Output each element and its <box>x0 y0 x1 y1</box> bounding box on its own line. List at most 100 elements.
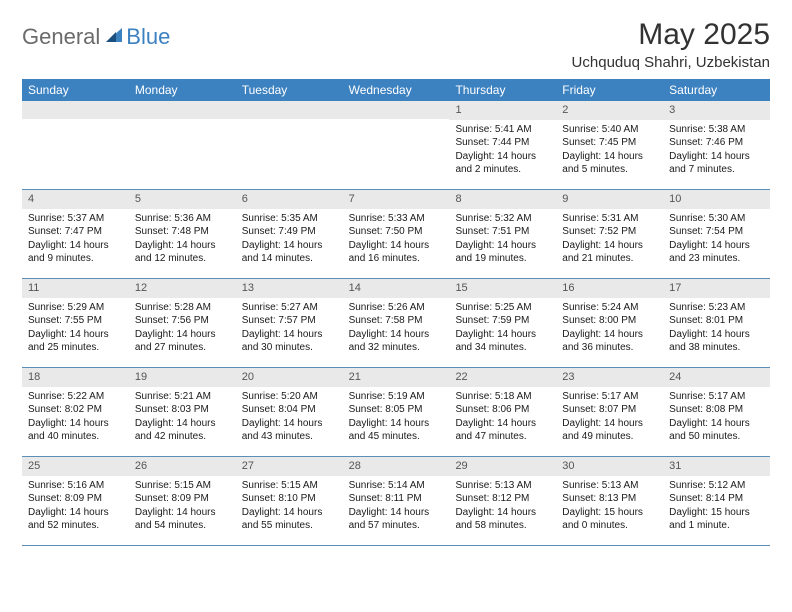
sunrise-text: Sunrise: 5:26 AM <box>349 301 444 315</box>
header: General Blue May 2025 Uchquduq Shahri, U… <box>22 18 770 71</box>
sunset-text: Sunset: 7:44 PM <box>455 136 550 150</box>
day-number: 17 <box>663 279 770 298</box>
weeks-container: 1Sunrise: 5:41 AMSunset: 7:44 PMDaylight… <box>22 101 770 546</box>
day-cell: 31Sunrise: 5:12 AMSunset: 8:14 PMDayligh… <box>663 457 770 545</box>
logo-sail-icon <box>104 26 124 49</box>
sunset-text: Sunset: 7:52 PM <box>562 225 657 239</box>
daylight-text: Daylight: 14 hours and 47 minutes. <box>455 417 550 444</box>
day-number: 15 <box>449 279 556 298</box>
day-details: Sunrise: 5:37 AMSunset: 7:47 PMDaylight:… <box>22 209 129 272</box>
logo: General Blue <box>22 18 170 50</box>
logo-text-blue: Blue <box>126 24 170 50</box>
daylight-text: Daylight: 14 hours and 43 minutes. <box>242 417 337 444</box>
day-cell: 28Sunrise: 5:14 AMSunset: 8:11 PMDayligh… <box>343 457 450 545</box>
sunset-text: Sunset: 8:00 PM <box>562 314 657 328</box>
sunset-text: Sunset: 8:02 PM <box>28 403 123 417</box>
daylight-text: Daylight: 14 hours and 12 minutes. <box>135 239 230 266</box>
day-cell: 30Sunrise: 5:13 AMSunset: 8:13 PMDayligh… <box>556 457 663 545</box>
day-details: Sunrise: 5:22 AMSunset: 8:02 PMDaylight:… <box>22 387 129 450</box>
sunrise-text: Sunrise: 5:15 AM <box>242 479 337 493</box>
sunrise-text: Sunrise: 5:18 AM <box>455 390 550 404</box>
daylight-text: Daylight: 14 hours and 50 minutes. <box>669 417 764 444</box>
sunrise-text: Sunrise: 5:16 AM <box>28 479 123 493</box>
day-details: Sunrise: 5:26 AMSunset: 7:58 PMDaylight:… <box>343 298 450 361</box>
sunset-text: Sunset: 7:51 PM <box>455 225 550 239</box>
day-number: 12 <box>129 279 236 298</box>
sunset-text: Sunset: 7:48 PM <box>135 225 230 239</box>
sunrise-text: Sunrise: 5:30 AM <box>669 212 764 226</box>
sunset-text: Sunset: 8:09 PM <box>135 492 230 506</box>
daylight-text: Daylight: 14 hours and 52 minutes. <box>28 506 123 533</box>
day-number: 4 <box>22 190 129 209</box>
sunrise-text: Sunrise: 5:31 AM <box>562 212 657 226</box>
day-cell <box>343 101 450 189</box>
day-details: Sunrise: 5:12 AMSunset: 8:14 PMDaylight:… <box>663 476 770 539</box>
sunrise-text: Sunrise: 5:13 AM <box>455 479 550 493</box>
sunset-text: Sunset: 7:50 PM <box>349 225 444 239</box>
day-number: 20 <box>236 368 343 387</box>
sunrise-text: Sunrise: 5:23 AM <box>669 301 764 315</box>
day-cell: 3Sunrise: 5:38 AMSunset: 7:46 PMDaylight… <box>663 101 770 189</box>
day-number: 22 <box>449 368 556 387</box>
sunrise-text: Sunrise: 5:33 AM <box>349 212 444 226</box>
day-cell: 16Sunrise: 5:24 AMSunset: 8:00 PMDayligh… <box>556 279 663 367</box>
daylight-text: Daylight: 14 hours and 2 minutes. <box>455 150 550 177</box>
sunset-text: Sunset: 8:05 PM <box>349 403 444 417</box>
daylight-text: Daylight: 14 hours and 58 minutes. <box>455 506 550 533</box>
day-number: 23 <box>556 368 663 387</box>
daylight-text: Daylight: 14 hours and 30 minutes. <box>242 328 337 355</box>
sunrise-text: Sunrise: 5:21 AM <box>135 390 230 404</box>
day-number: 5 <box>129 190 236 209</box>
day-number: 27 <box>236 457 343 476</box>
day-header-tuesday: Tuesday <box>236 79 343 101</box>
day-cell: 18Sunrise: 5:22 AMSunset: 8:02 PMDayligh… <box>22 368 129 456</box>
daylight-text: Daylight: 14 hours and 45 minutes. <box>349 417 444 444</box>
sunrise-text: Sunrise: 5:13 AM <box>562 479 657 493</box>
daylight-text: Daylight: 14 hours and 9 minutes. <box>28 239 123 266</box>
daylight-text: Daylight: 14 hours and 55 minutes. <box>242 506 337 533</box>
daylight-text: Daylight: 14 hours and 19 minutes. <box>455 239 550 266</box>
day-details: Sunrise: 5:28 AMSunset: 7:56 PMDaylight:… <box>129 298 236 361</box>
empty-day-band <box>343 101 450 119</box>
sunset-text: Sunset: 8:12 PM <box>455 492 550 506</box>
sunrise-text: Sunrise: 5:37 AM <box>28 212 123 226</box>
sunset-text: Sunset: 7:56 PM <box>135 314 230 328</box>
day-number: 3 <box>663 101 770 120</box>
sunset-text: Sunset: 8:14 PM <box>669 492 764 506</box>
sunset-text: Sunset: 7:58 PM <box>349 314 444 328</box>
sunset-text: Sunset: 7:49 PM <box>242 225 337 239</box>
sunrise-text: Sunrise: 5:38 AM <box>669 123 764 137</box>
sunset-text: Sunset: 8:01 PM <box>669 314 764 328</box>
sunset-text: Sunset: 8:10 PM <box>242 492 337 506</box>
day-cell: 12Sunrise: 5:28 AMSunset: 7:56 PMDayligh… <box>129 279 236 367</box>
day-number: 31 <box>663 457 770 476</box>
day-number: 9 <box>556 190 663 209</box>
day-header-friday: Friday <box>556 79 663 101</box>
day-details: Sunrise: 5:27 AMSunset: 7:57 PMDaylight:… <box>236 298 343 361</box>
daylight-text: Daylight: 15 hours and 0 minutes. <box>562 506 657 533</box>
daylight-text: Daylight: 14 hours and 25 minutes. <box>28 328 123 355</box>
day-cell: 15Sunrise: 5:25 AMSunset: 7:59 PMDayligh… <box>449 279 556 367</box>
sunset-text: Sunset: 8:06 PM <box>455 403 550 417</box>
day-cell: 2Sunrise: 5:40 AMSunset: 7:45 PMDaylight… <box>556 101 663 189</box>
day-number: 10 <box>663 190 770 209</box>
logo-text-general: General <box>22 24 100 50</box>
day-details: Sunrise: 5:17 AMSunset: 8:07 PMDaylight:… <box>556 387 663 450</box>
day-details: Sunrise: 5:20 AMSunset: 8:04 PMDaylight:… <box>236 387 343 450</box>
day-cell: 4Sunrise: 5:37 AMSunset: 7:47 PMDaylight… <box>22 190 129 278</box>
sunrise-text: Sunrise: 5:19 AM <box>349 390 444 404</box>
sunrise-text: Sunrise: 5:20 AM <box>242 390 337 404</box>
day-details: Sunrise: 5:23 AMSunset: 8:01 PMDaylight:… <box>663 298 770 361</box>
day-number: 29 <box>449 457 556 476</box>
day-cell: 24Sunrise: 5:17 AMSunset: 8:08 PMDayligh… <box>663 368 770 456</box>
day-details: Sunrise: 5:38 AMSunset: 7:46 PMDaylight:… <box>663 120 770 183</box>
day-header-wednesday: Wednesday <box>343 79 450 101</box>
day-number: 30 <box>556 457 663 476</box>
day-header-monday: Monday <box>129 79 236 101</box>
day-cell: 20Sunrise: 5:20 AMSunset: 8:04 PMDayligh… <box>236 368 343 456</box>
day-details: Sunrise: 5:41 AMSunset: 7:44 PMDaylight:… <box>449 120 556 183</box>
day-header-saturday: Saturday <box>663 79 770 101</box>
day-cell: 10Sunrise: 5:30 AMSunset: 7:54 PMDayligh… <box>663 190 770 278</box>
sunrise-text: Sunrise: 5:40 AM <box>562 123 657 137</box>
day-cell: 13Sunrise: 5:27 AMSunset: 7:57 PMDayligh… <box>236 279 343 367</box>
